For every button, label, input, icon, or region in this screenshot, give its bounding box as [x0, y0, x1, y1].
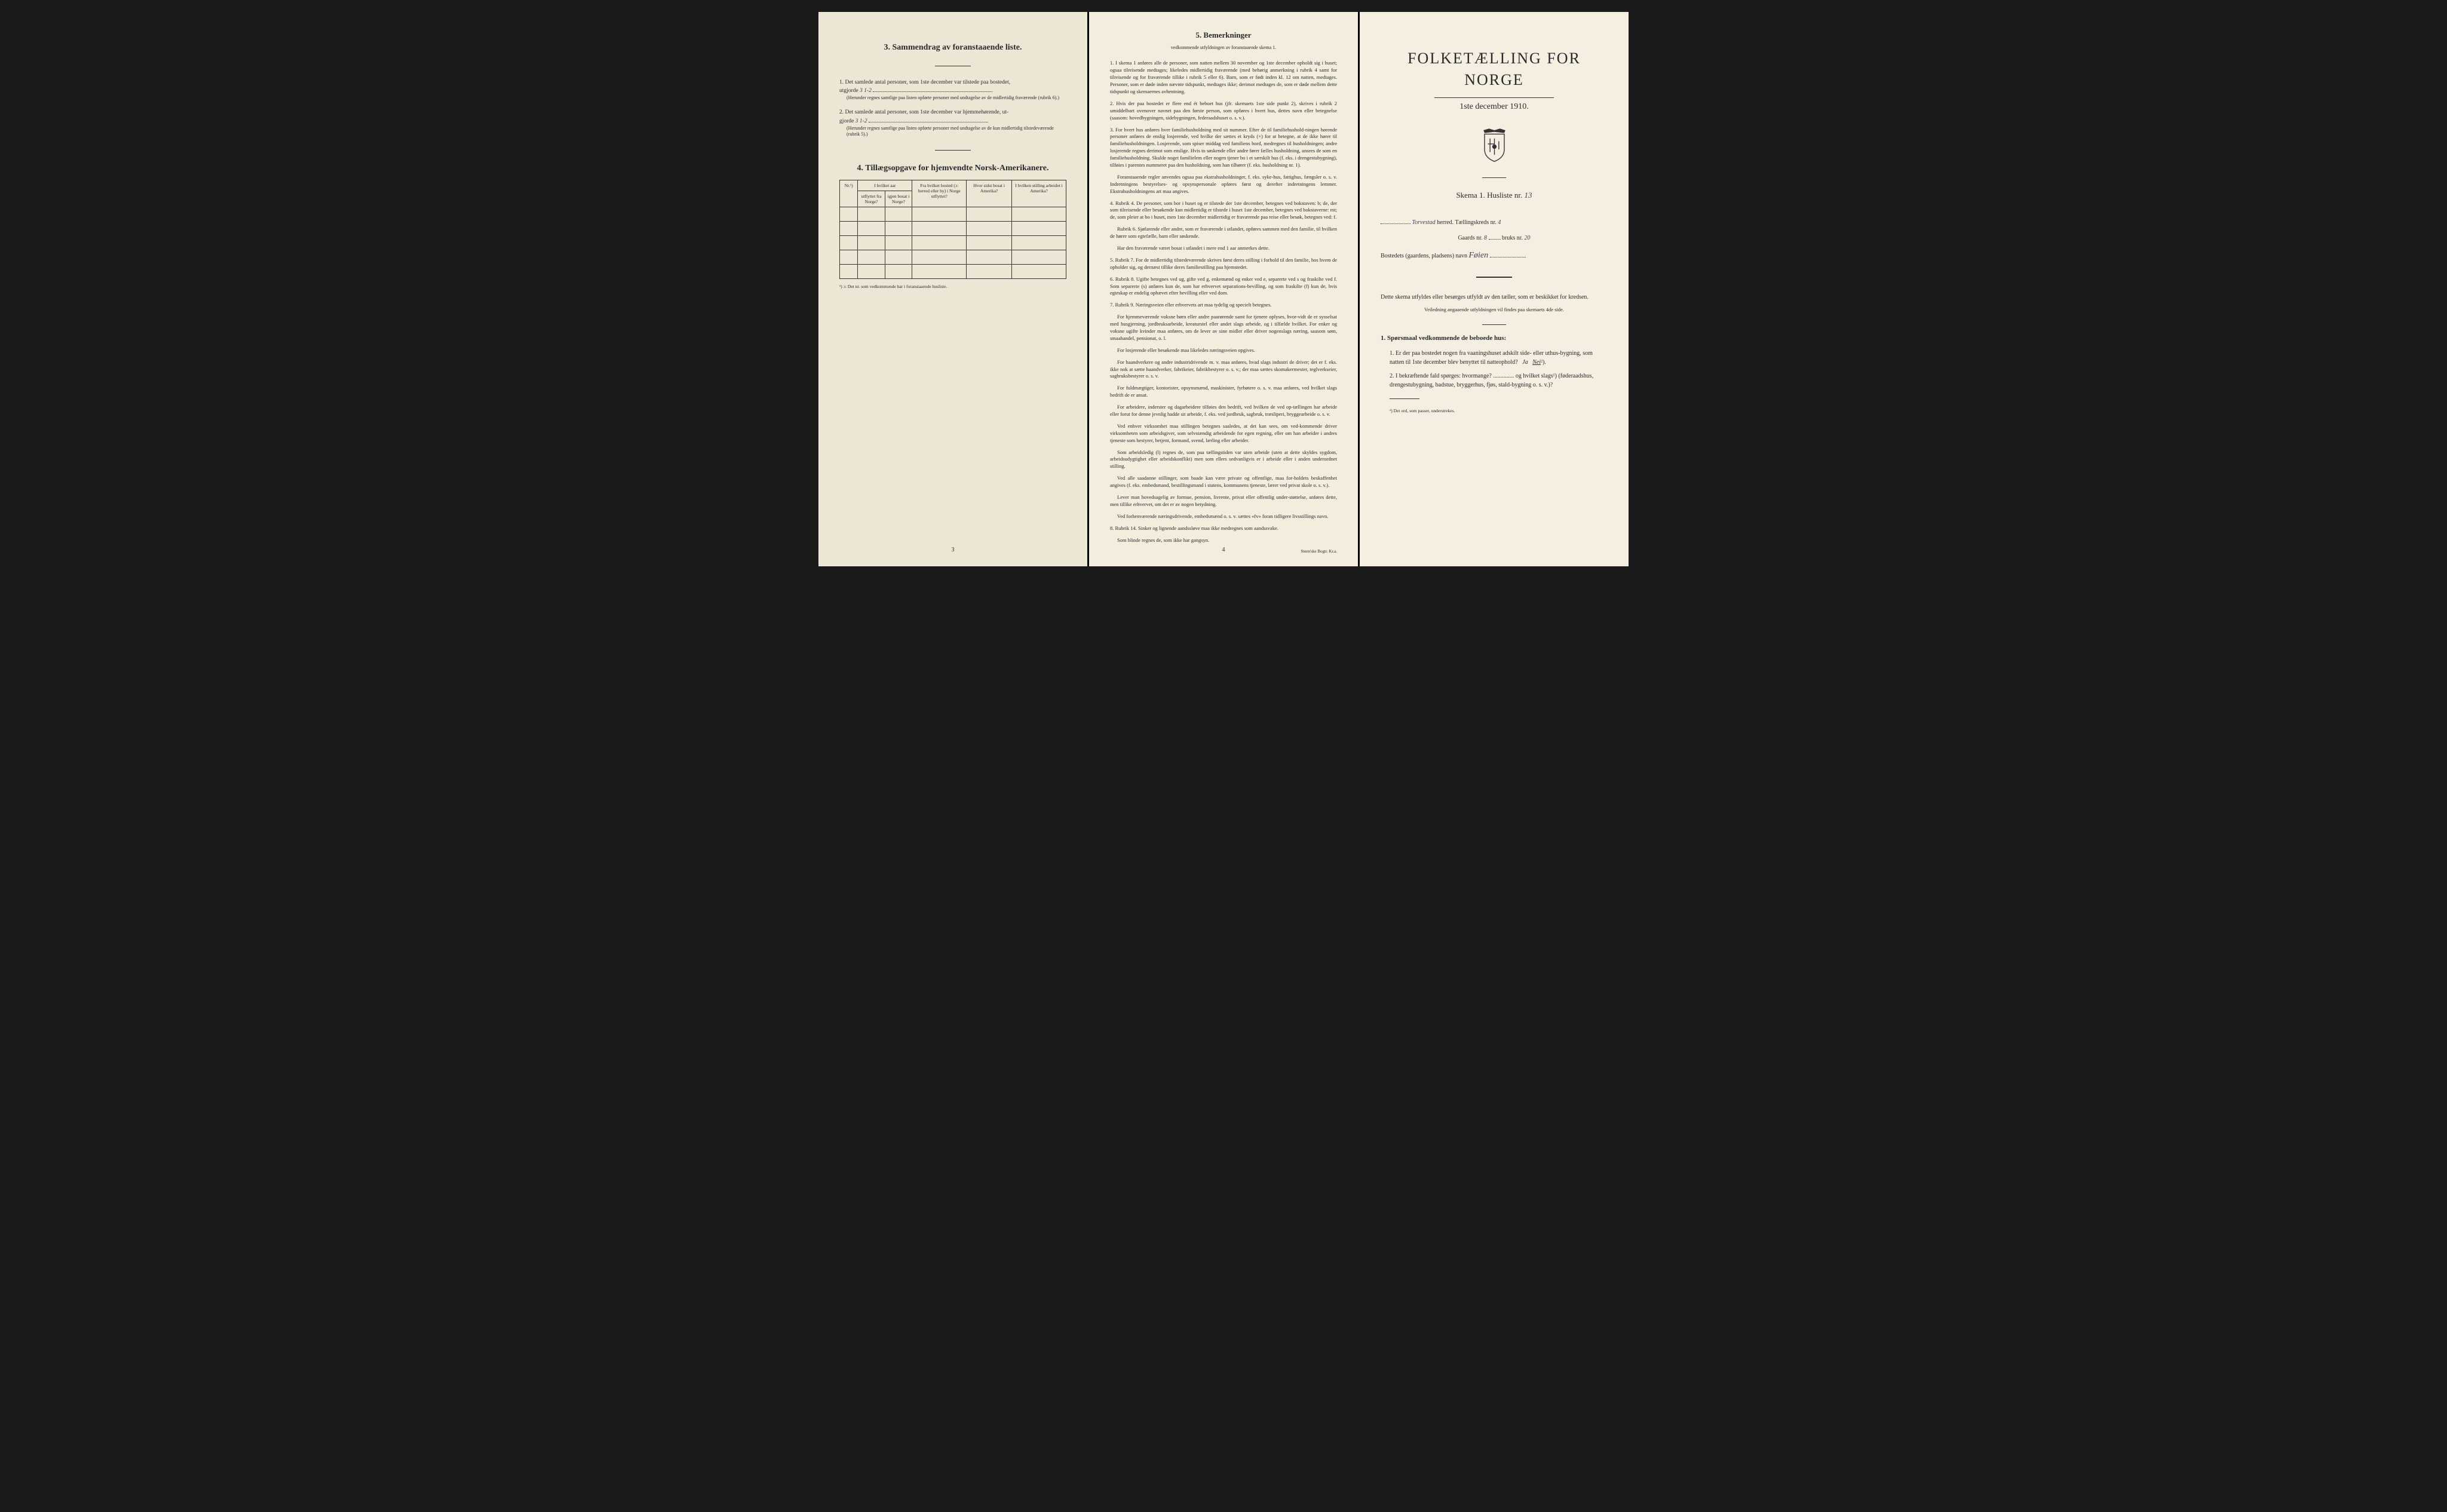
bemerk-7e: For fuldmægtiger, kontorister, opsynsmæn… — [1110, 385, 1337, 399]
bemerk-5: 5. Rubrik 7. For de midlertidig tilstede… — [1110, 257, 1337, 271]
table-footnote: ¹) ɔ: Det nr. som vedkommende har i fora… — [839, 284, 1066, 290]
item1-text: 1. Det samlede antal personer, som 1ste … — [839, 79, 1010, 85]
bemerk-6: 6. Rubrik 8. Ugifte betegnes ved ug, gif… — [1110, 276, 1337, 298]
table-row — [840, 222, 1066, 236]
table-container: Nr.¹) I hvilket aar Fra hvilket bosted (… — [839, 180, 1066, 290]
amerikanere-table: Nr.¹) I hvilket aar Fra hvilket bosted (… — [839, 180, 1066, 279]
herred-line: Torvestad herred. Tællingskreds nr. 4 — [1381, 219, 1608, 227]
title-rule — [1434, 97, 1554, 98]
table-row — [840, 265, 1066, 279]
bemerk-7g: Ved enhver virksomhet maa stillingen bet… — [1110, 423, 1337, 444]
bemerk-7f: For arbeidere, inderster og dagarbeidere… — [1110, 404, 1337, 418]
bemerk-4b: Rubrik 6. Sjøfarende eller andre, som er… — [1110, 226, 1337, 240]
bemerk-7: 7. Rubrik 9. Næringsveien eller erhverve… — [1110, 302, 1337, 309]
bemerk-4: 4. Rubrik 4. De personer, som bor i huse… — [1110, 200, 1337, 222]
bemerk-4c: Har den fraværende været bosat i utlande… — [1110, 245, 1337, 252]
footnote-rule — [1390, 398, 1419, 399]
bruks-nr: 20 — [1525, 235, 1531, 241]
skema-text: Skema 1. Husliste nr. — [1456, 191, 1522, 200]
coat-of-arms — [1381, 127, 1608, 168]
bosted-value: Føien — [1468, 251, 1488, 260]
bemerk-7d: For haandverkere og andre industridriven… — [1110, 359, 1337, 381]
fill-line — [873, 91, 992, 92]
divider — [935, 150, 971, 151]
table-row — [840, 250, 1066, 265]
gaards-line: Gaards nr. 8 bruks nr. 20 — [1381, 234, 1608, 243]
printer-mark: Steen'ske Bogtr. Kr.a. — [1301, 549, 1337, 555]
bosted-label: Bostedets (gaardens, pladsens) navn — [1381, 253, 1467, 259]
bemerk-7k: Ved forhenværende næringsdrivende, embed… — [1110, 513, 1337, 520]
small-rule — [1482, 177, 1506, 178]
item1-value: 3 1-2 — [860, 88, 872, 94]
th-amerika: Hvor sidst bosat i Amerika? — [967, 180, 1012, 207]
bemerk-7c: For losjerende eller besøkende maa likel… — [1110, 347, 1337, 354]
bemerk-7i: Ved alle saadanne stillinger, som baade … — [1110, 475, 1337, 489]
bemerk-7h: Som arbeidsledig (l) regnes de, som paa … — [1110, 449, 1337, 471]
item2-line2: gjorde — [839, 118, 854, 124]
item2-text: 2. Det samlede antal personer, som 1ste … — [839, 109, 1008, 115]
gaards-nr: 8 — [1484, 235, 1487, 241]
item1-line2: utgjorde — [839, 88, 858, 94]
instruction1: Dette skema utfyldes eller besørges utfy… — [1381, 293, 1608, 302]
bemerk-8: 8. Rubrik 14. Sinker og lignende aandssl… — [1110, 525, 1337, 532]
bosted-line: Bostedets (gaardens, pladsens) navn Føie… — [1381, 250, 1608, 262]
small-rule — [1482, 324, 1506, 325]
document-container: 3. Sammendrag av foranstaaende liste. 1.… — [818, 12, 1629, 566]
item1: 1. Det samlede antal personer, som 1ste … — [839, 78, 1066, 102]
emblem-svg — [1478, 127, 1511, 166]
page-right: FOLKETÆLLING FOR NORGE 1ste december 191… — [1360, 12, 1629, 566]
bemerk-3b: Foranstaaende regler anvendes ogsaa paa … — [1110, 174, 1337, 195]
instruction2: Veiledning angaaende utfyldningen vil fi… — [1381, 306, 1608, 314]
item2: 2. Det samlede antal personer, som 1ste … — [839, 108, 1066, 137]
page-left: 3. Sammendrag av foranstaaende liste. 1.… — [818, 12, 1087, 566]
th-utflyttet: utflyttet fra Norge? — [858, 191, 885, 207]
bemerk-title: 5. Bemerkninger — [1110, 30, 1337, 41]
table-row — [840, 207, 1066, 222]
item2-note: (Herunder regnes samtlige paa listen opf… — [847, 125, 1066, 138]
herred-value: Torvestad — [1412, 219, 1436, 226]
question-1: 1. Er der paa bostedet nogen fra vaaning… — [1390, 349, 1608, 367]
bemerk-8b: Som blinde regnes de, som ikke har gangs… — [1110, 537, 1337, 544]
thick-rule — [1476, 277, 1512, 278]
bruks-label: bruks nr. — [1502, 235, 1523, 241]
fill — [1381, 223, 1410, 224]
bemerk-2: 2. Hvis der paa bostedet er flere end ét… — [1110, 100, 1337, 122]
herred-label: herred. Tællingskreds nr. — [1437, 219, 1497, 226]
bemerk-7b: For hjemmeværende voksne børn eller andr… — [1110, 314, 1337, 342]
gaards-label: Gaards nr. — [1458, 235, 1482, 241]
bemerk-subtitle: vedkommende utfyldningen av foranstaaend… — [1110, 44, 1337, 51]
fill — [1489, 239, 1501, 240]
th-bosat: igjen bosat i Norge? — [885, 191, 912, 207]
page-middle: 5. Bemerkninger vedkommende utfyldningen… — [1089, 12, 1358, 566]
th-bosted: Fra hvilket bosted (ɔ: herred eller by) … — [912, 180, 967, 207]
th-stilling: I hvilken stilling arbeidet i Amerika? — [1012, 180, 1066, 207]
kreds-nr: 4 — [1498, 219, 1501, 226]
bemerk-3: 3. For hvert hus anføres hver familiehus… — [1110, 127, 1337, 169]
th-nr: Nr.¹) — [840, 180, 858, 207]
husliste-nr: 13 — [1525, 191, 1532, 200]
section4-title: 4. Tillægsopgave for hjemvendte Norsk-Am… — [839, 162, 1066, 174]
item1-note: (Herunder regnes samtlige paa listen opf… — [847, 95, 1066, 101]
bemerk-1: 1. I skema 1 anføres alle de personer, s… — [1110, 60, 1337, 95]
main-title: FOLKETÆLLING FOR NORGE — [1381, 48, 1608, 91]
table-row — [840, 236, 1066, 250]
skema-line: Skema 1. Husliste nr. 13 — [1381, 190, 1608, 201]
th-aar-group: I hvilket aar — [858, 180, 912, 191]
page-number: 4 — [1222, 546, 1225, 554]
item2-value: 3 1-2 — [855, 118, 867, 124]
bemerk-7j: Lever man hovedsagelig av formue, pensio… — [1110, 494, 1337, 508]
question-header: 1. Spørsmaal vedkommende de beboede hus: — [1381, 334, 1608, 343]
date-line: 1ste december 1910. — [1381, 101, 1608, 113]
page-number: 3 — [952, 546, 955, 554]
question-2: 2. I bekræftende fald spørges: hvormange… — [1390, 372, 1608, 389]
footnote: ²) Det ord, som passer, understrekes. — [1390, 408, 1608, 415]
section3-title: 3. Sammendrag av foranstaaende liste. — [839, 42, 1066, 54]
